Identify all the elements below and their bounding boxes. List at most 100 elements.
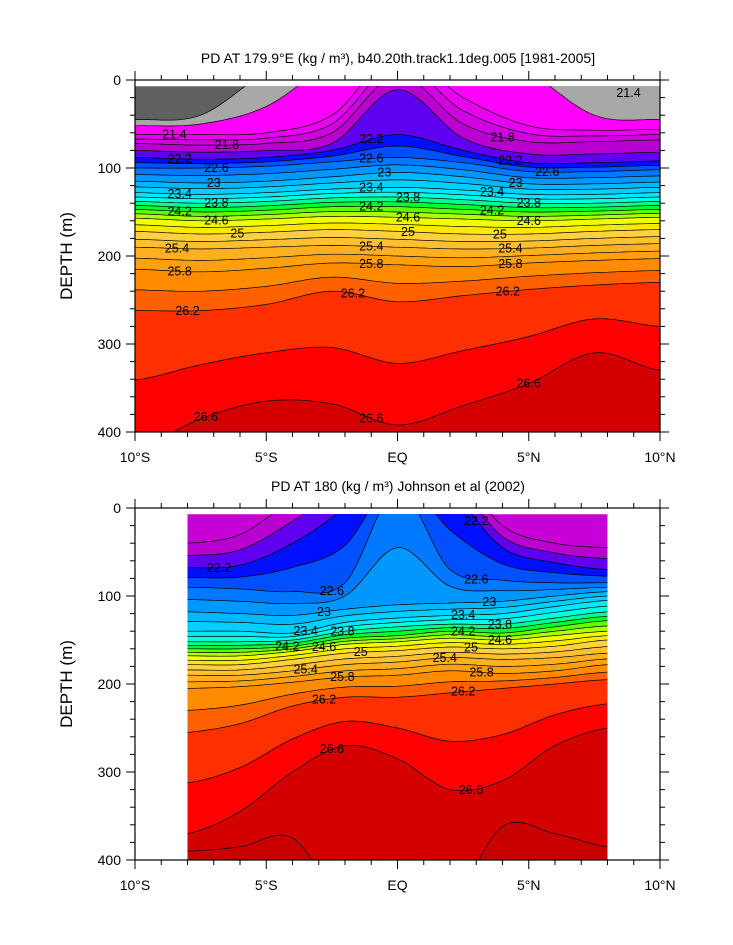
contour-label: 26.2 — [312, 693, 336, 707]
contour-label: 26.6 — [517, 377, 541, 391]
contour-label: 21.4 — [616, 86, 640, 100]
contour-label: 24.2 — [275, 640, 299, 654]
y-tick-label: 300 — [98, 336, 122, 352]
contour-line-22.2 — [187, 514, 608, 570]
contour-line-26.6 — [172, 352, 660, 432]
contour-label: 24.2 — [451, 624, 475, 638]
contour-line-24.8 — [187, 635, 608, 661]
contour-label: 25.8 — [469, 665, 493, 679]
contour-line-25.2 — [187, 646, 608, 671]
contour-line-23.8 — [135, 196, 660, 204]
contour-label: 23.4 — [293, 624, 317, 638]
contour-label: 24.2 — [359, 199, 383, 213]
contour-line-22.4 — [135, 145, 660, 169]
x-tick-label: 10°N — [644, 449, 675, 465]
contour-label: 22.2 — [207, 561, 231, 575]
contour-line-23.4 — [187, 600, 608, 634]
contour-label: 21.8 — [490, 130, 514, 144]
contour-line-25.2 — [135, 236, 660, 242]
y-tick-label: 400 — [98, 852, 122, 868]
contour-label: 22.6 — [464, 573, 488, 587]
contour-line-25.0 — [187, 639, 608, 666]
contour-label: 24.2 — [167, 204, 191, 218]
contour-line-26.0 — [187, 671, 608, 711]
contour-line-25.0 — [135, 229, 660, 235]
contour-label: 25.4 — [359, 239, 383, 253]
y-axis-label: DEPTH (m) — [57, 212, 76, 300]
contour-line-21.8 — [187, 514, 608, 548]
panel-title: PD AT 179.9°E (kg / m³), b40.20th.track1… — [201, 50, 595, 66]
x-tick-label: 5°N — [517, 449, 541, 465]
panel-title: PD AT 180 (kg / m³) Johnson et al (2002) — [271, 478, 525, 494]
contour-label: 26.6 — [194, 410, 218, 424]
contour-label: 23.4 — [167, 187, 191, 201]
contour-line-22.6 — [135, 157, 660, 173]
contour-label: 23.8 — [396, 190, 420, 204]
contour-line-22.2 — [135, 134, 660, 165]
contour-label: 25 — [401, 225, 415, 239]
contour-line-26.4 — [187, 703, 608, 784]
contour-line-26.0 — [135, 270, 660, 292]
panel-model: PD AT 179.9°E (kg / m³), b40.20th.track1… — [57, 50, 676, 465]
contour-label: 23 — [207, 176, 221, 190]
y-axis-label: DEPTH (m) — [57, 640, 76, 728]
contour-label: 22.2 — [359, 132, 383, 146]
contour-line-26.2 — [187, 679, 608, 733]
contour-label: 22.2 — [167, 152, 191, 166]
contour-label: 25.4 — [165, 242, 189, 256]
contour-line-25.8 — [187, 664, 608, 689]
contour-label: 25.4 — [293, 662, 317, 676]
contour-label: 21.8 — [215, 138, 239, 152]
contour-label: 26.6 — [320, 742, 344, 756]
contour-line-24.0 — [187, 615, 608, 646]
contour-line-21.0 — [135, 86, 246, 121]
contour-label: 23 — [377, 166, 391, 180]
panel-observations: PD AT 180 (kg / m³) Johnson et al (2002)… — [57, 478, 676, 893]
x-tick-label: 10°S — [120, 877, 151, 893]
y-tick-label: 100 — [98, 160, 122, 176]
contour-label: 26.2 — [496, 284, 520, 298]
contour-line-26.2 — [135, 282, 660, 312]
contour-line-24.8 — [135, 222, 660, 228]
contour-line-22.0 — [135, 89, 660, 156]
contour-line-23.6 — [187, 605, 608, 638]
x-tick-label: 5°N — [517, 877, 541, 893]
y-tick-label: 0 — [113, 72, 121, 88]
contour-label: 25.8 — [498, 257, 522, 271]
band-fill-26.6 — [173, 352, 660, 432]
contour-line-26.4 — [135, 318, 660, 381]
y-tick-label: 300 — [98, 764, 122, 780]
contour-label: 25.8 — [330, 670, 354, 684]
contour-label: 24.6 — [204, 214, 228, 228]
contour-label: 25.4 — [498, 242, 522, 256]
contour-label: 26.6 — [459, 783, 483, 797]
contour-line-21.6 — [135, 86, 660, 141]
contour-label: 23 — [317, 605, 331, 619]
contour-label: 22.6 — [320, 584, 344, 598]
y-tick-label: 200 — [98, 676, 122, 692]
contour-line-24.2 — [135, 205, 660, 213]
contour-label: 25 — [230, 226, 244, 240]
contour-label: 22.2 — [498, 153, 522, 167]
contour-label: 23.8 — [517, 196, 541, 210]
y-tick-label: 200 — [98, 248, 122, 264]
contour-line-25.6 — [135, 250, 660, 261]
x-tick-label: 5°S — [255, 877, 278, 893]
contour-line-23.2 — [187, 595, 608, 625]
contour-label: 23.8 — [204, 196, 228, 210]
y-tick-label: 400 — [98, 424, 122, 440]
contour-line-22.0 — [187, 514, 608, 559]
density-field — [135, 86, 660, 432]
contour-label: 23.4 — [451, 608, 475, 622]
contour-label: 26.2 — [175, 304, 199, 318]
contour-label: 22.6 — [535, 165, 559, 179]
x-tick-label: EQ — [387, 449, 407, 465]
contour-line-23.0 — [135, 172, 660, 185]
contour-label: 23 — [482, 595, 496, 609]
contour-label: 26.6 — [359, 412, 383, 426]
contour-line-22.4 — [187, 514, 608, 579]
x-tick-label: 5°S — [255, 449, 278, 465]
y-tick-label: 100 — [98, 588, 122, 604]
contour-line-25.8 — [135, 258, 660, 273]
